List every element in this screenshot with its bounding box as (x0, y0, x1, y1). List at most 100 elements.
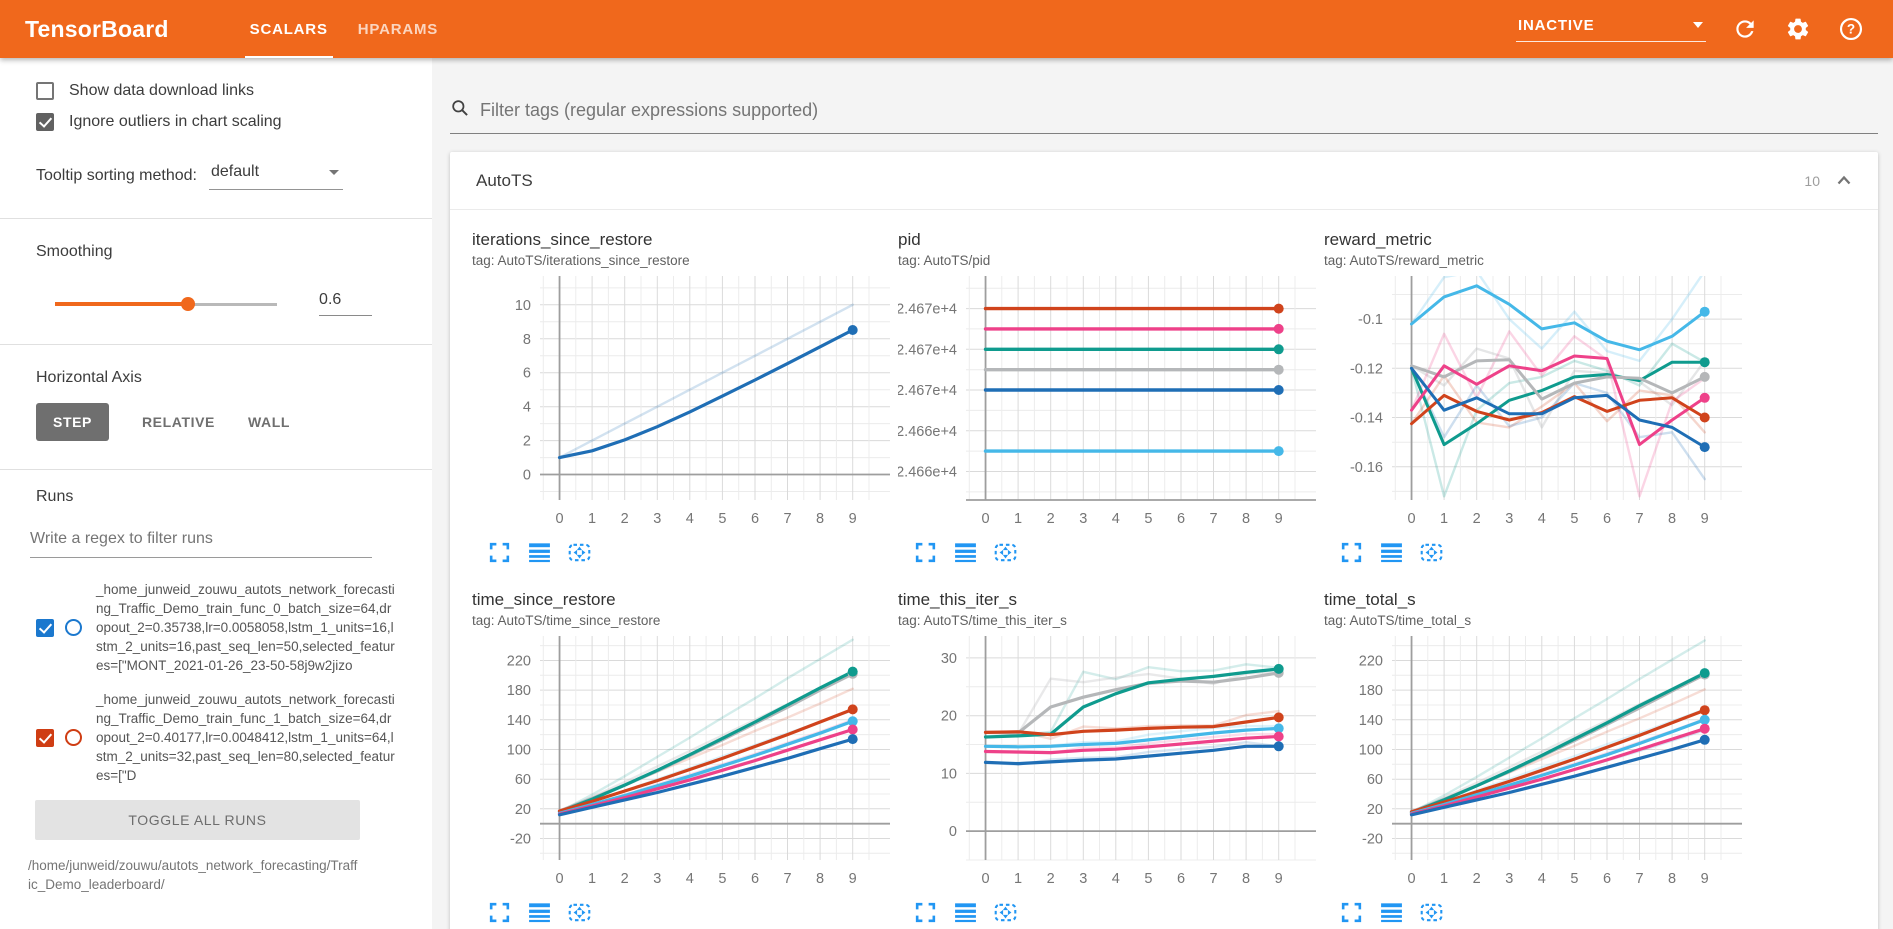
svg-text:6: 6 (1177, 511, 1185, 527)
chart-plot[interactable]: 2.467e+4 2.467e+4 2.467e+4 2.466e+4 2.466e+4… (896, 270, 1318, 535)
svg-text:4: 4 (1538, 871, 1546, 887)
svg-text:100: 100 (507, 743, 531, 759)
log-scale-button[interactable] (526, 539, 553, 566)
log-scale-button[interactable] (1378, 899, 1405, 926)
fit-domain-button[interactable] (992, 539, 1019, 566)
fit-domain-icon (1419, 903, 1444, 928)
expand-chart-button[interactable] (912, 539, 939, 566)
svg-text:3: 3 (1505, 511, 1513, 527)
ignore-outliers-label: Ignore outliers in chart scaling (69, 113, 282, 130)
toggle-all-runs-button[interactable]: TOGGLE ALL RUNS (35, 800, 360, 840)
expand-chart-button[interactable] (486, 539, 513, 566)
fit-domain-button[interactable] (1418, 899, 1445, 926)
log-scale-button[interactable] (1378, 539, 1405, 566)
refresh-button[interactable] (1731, 15, 1759, 43)
divider (0, 469, 432, 470)
svg-text:0: 0 (555, 511, 563, 527)
chart-plot[interactable]: 220 180 140 100 60 20 -20 0 1 2 3 4 5 6 7 8 9 (472, 630, 892, 895)
svg-text:0: 0 (949, 824, 957, 840)
settings-button[interactable] (1784, 15, 1812, 43)
fit-domain-button[interactable] (566, 899, 593, 926)
chart-plot[interactable]: -0.1 -0.12 -0.14 -0.16 0 1 2 3 4 5 6 7 8 9 (1324, 270, 1744, 535)
chart-card-time_total_s: time_total_s tag: AutoTS/time_total_s 220 1… (1324, 590, 1744, 926)
help-icon: ? (1838, 17, 1864, 45)
svg-text:20: 20 (515, 802, 531, 818)
chart-card-iterations_since_restore: iterations_since_restore tag: AutoTS/iter… (472, 230, 892, 566)
log-scale-button[interactable] (952, 899, 979, 926)
axis-relative-button[interactable]: RELATIVE (142, 403, 215, 441)
svg-text:3: 3 (653, 871, 661, 887)
fullscreen-icon (1339, 902, 1364, 928)
tag-group-header[interactable]: AutoTS 10 (450, 152, 1878, 210)
tag-filter-input[interactable] (480, 100, 1878, 121)
expand-chart-button[interactable] (1338, 899, 1365, 926)
log-scale-button[interactable] (952, 539, 979, 566)
run-visibility-checkbox[interactable] (36, 618, 54, 637)
fit-domain-button[interactable] (566, 539, 593, 566)
svg-text:-0.1: -0.1 (1358, 312, 1383, 328)
tooltip-sorting-value: default (210, 163, 260, 180)
svg-text:8: 8 (1242, 511, 1250, 527)
svg-text:9: 9 (1701, 511, 1709, 527)
svg-text:2.466e+4: 2.466e+4 (898, 424, 957, 440)
collapse-group-button[interactable] (1832, 169, 1856, 193)
axis-step-button[interactable]: STEP (36, 403, 109, 441)
log-scale-button[interactable] (526, 899, 553, 926)
svg-text:2: 2 (621, 511, 629, 527)
svg-text:?: ? (1847, 22, 1855, 37)
svg-text:2: 2 (1047, 871, 1055, 887)
chevron-down-icon (328, 169, 339, 175)
svg-text:2.466e+4: 2.466e+4 (898, 465, 957, 481)
chart-plot[interactable]: 10 8 6 4 2 0 0 1 2 3 4 5 6 7 8 9 (472, 270, 892, 535)
expand-chart-button[interactable] (912, 899, 939, 926)
chart-actions (912, 539, 1318, 566)
svg-text:-20: -20 (510, 832, 531, 848)
fit-domain-icon (1419, 543, 1444, 568)
expand-chart-button[interactable] (486, 899, 513, 926)
ignore-outliers-row: Ignore outliers in chart scaling (36, 113, 372, 131)
smoothing-value[interactable]: 0.6 (319, 291, 372, 316)
expand-chart-button[interactable] (1338, 539, 1365, 566)
fullscreen-icon (487, 542, 512, 568)
svg-text:30: 30 (941, 651, 957, 667)
svg-text:220: 220 (507, 654, 531, 670)
svg-text:8: 8 (816, 511, 824, 527)
slider-thumb[interactable] (181, 296, 196, 311)
help-button[interactable]: ? (1837, 15, 1865, 43)
svg-text:220: 220 (1359, 654, 1383, 670)
svg-text:0: 0 (555, 871, 563, 887)
axis-wall-button[interactable]: WALL (248, 403, 290, 441)
svg-text:3: 3 (1505, 871, 1513, 887)
ignore-outliers-checkbox[interactable] (36, 113, 54, 131)
svg-text:5: 5 (1144, 871, 1152, 887)
run-filter-input[interactable] (30, 524, 372, 558)
chart-plot[interactable]: 30 20 10 0 0 1 2 3 4 5 6 7 8 9 (898, 630, 1318, 895)
fullscreen-icon (913, 542, 938, 568)
log-scale-icon (953, 903, 978, 928)
divider (0, 344, 432, 345)
chart-actions (486, 539, 892, 566)
run-solo-radio[interactable] (65, 729, 82, 746)
tab-scalars[interactable]: SCALARS (235, 0, 343, 58)
fit-domain-button[interactable] (992, 899, 1019, 926)
svg-text:1: 1 (1440, 511, 1448, 527)
run-solo-radio[interactable] (65, 619, 82, 636)
smoothing-slider[interactable] (55, 296, 278, 312)
tooltip-sorting-select[interactable]: default (208, 161, 343, 190)
tab-hparams[interactable]: HPARAMS (357, 20, 439, 38)
chart-actions (486, 899, 892, 926)
chart-tag: tag: AutoTS/time_total_s (1324, 613, 1472, 628)
chart-plot[interactable]: 220 180 140 100 60 20 -20 0 1 2 3 4 5 6 7 8 9 (1324, 630, 1744, 895)
svg-text:6: 6 (751, 871, 759, 887)
svg-text:2.467e+4: 2.467e+4 (898, 302, 957, 318)
fit-domain-icon (993, 903, 1018, 928)
svg-text:0: 0 (981, 511, 989, 527)
fit-domain-button[interactable] (1418, 539, 1445, 566)
status-dropdown[interactable]: INACTIVE (1516, 17, 1706, 42)
svg-text:7: 7 (1635, 871, 1643, 887)
svg-text:2: 2 (1473, 871, 1481, 887)
run-visibility-checkbox[interactable] (36, 728, 54, 747)
fullscreen-icon (487, 902, 512, 928)
show-download-links-checkbox[interactable] (36, 82, 54, 100)
run-list: _home_junweid_zouwu_autots_network_forec… (0, 580, 432, 785)
